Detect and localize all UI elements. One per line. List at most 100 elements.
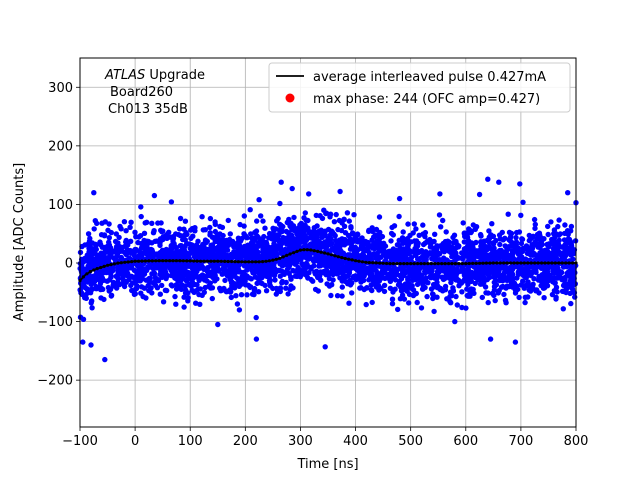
sample-point [180,236,186,243]
sample-point [263,288,270,294]
sample-point-outlier [517,181,523,187]
sample-point [292,273,299,279]
sample-point [355,247,361,253]
sample-point [135,239,141,246]
sample-point [255,275,261,282]
sample-point [173,301,179,307]
sample-point [166,229,172,235]
sample-point [349,290,355,296]
average-pulse-point [267,259,271,263]
average-pulse-point [216,259,220,263]
sample-point [405,221,411,227]
average-pulse-point [150,259,154,263]
sample-point [105,227,111,233]
sample-point [372,232,379,238]
sample-point [377,240,383,246]
sample-point [254,218,260,224]
sample-point [215,238,221,245]
sample-point [209,285,216,291]
sample-point [525,267,531,273]
average-pulse-point [95,267,99,271]
sample-point [277,200,283,207]
annotation-line-3: Ch013 35dB [108,102,188,117]
sample-point [420,241,427,248]
sample-point [143,277,149,283]
sample-point [336,269,342,276]
sample-point [352,232,358,238]
sample-point [368,287,374,293]
sample-point [479,271,485,277]
sample-point [85,231,92,237]
sample-point [115,279,121,285]
average-pulse-point [512,261,516,265]
sample-point [173,249,180,255]
sample-point [468,248,474,254]
sample-point [465,268,472,275]
x-tick-label: 100 [178,434,203,449]
sample-point [229,283,235,289]
sample-point [87,235,93,242]
sample-point [444,243,450,250]
sample-point [477,231,484,238]
sample-point [234,301,241,307]
average-pulse-point [199,259,203,263]
sample-point [89,257,95,264]
average-pulse-point [429,262,433,266]
sample-point [185,275,192,281]
sample-point [504,283,510,289]
average-pulse-point [371,261,375,265]
sample-point [521,285,527,291]
sample-point [221,255,228,262]
sample-point [310,233,316,239]
average-pulse-point [526,261,530,265]
sample-point [525,279,531,285]
sample-point [190,249,197,255]
average-pulse-point [264,259,268,263]
sample-point [548,219,554,225]
sample-point-outlier [487,336,494,342]
average-pulse-point [292,251,296,255]
average-pulse-point [402,262,406,266]
average-pulse-point [319,250,323,254]
sample-point [128,219,134,225]
sample-point [199,292,205,298]
average-pulse-point [209,259,213,263]
sample-point [401,247,407,253]
average-pulse-point [340,256,344,260]
sample-point [172,275,178,281]
sample-point [177,270,183,276]
sample-point [228,255,235,262]
sample-point [316,273,323,279]
average-pulse-point [161,259,165,263]
sample-point [278,222,284,228]
sample-point [323,272,329,278]
sample-point [448,249,454,256]
annotation-line-1: ATLAS Upgrade [104,68,205,83]
average-pulse-point [202,259,206,263]
sample-point-outlier [476,191,483,198]
sample-point [388,238,394,244]
sample-point [277,285,284,291]
sample-point [366,228,372,235]
sample-point [110,248,116,254]
sample-point [450,275,456,282]
sample-point [477,266,483,273]
sample-point [328,292,334,299]
sample-point [200,227,206,233]
sample-point [297,250,304,256]
average-pulse-point [188,259,192,263]
sample-point [477,281,484,287]
average-pulse-point [295,249,299,253]
sample-point [311,263,317,269]
sample-point [262,265,268,271]
sample-point [260,218,266,224]
sample-point [416,256,422,262]
sample-point [270,285,276,292]
sample-point [170,238,176,244]
sample-point-outlier [565,190,571,196]
sample-point [550,255,556,261]
average-pulse-point [471,261,475,265]
sample-point [291,268,297,274]
average-pulse-point [261,260,265,264]
sample-point [205,253,211,260]
